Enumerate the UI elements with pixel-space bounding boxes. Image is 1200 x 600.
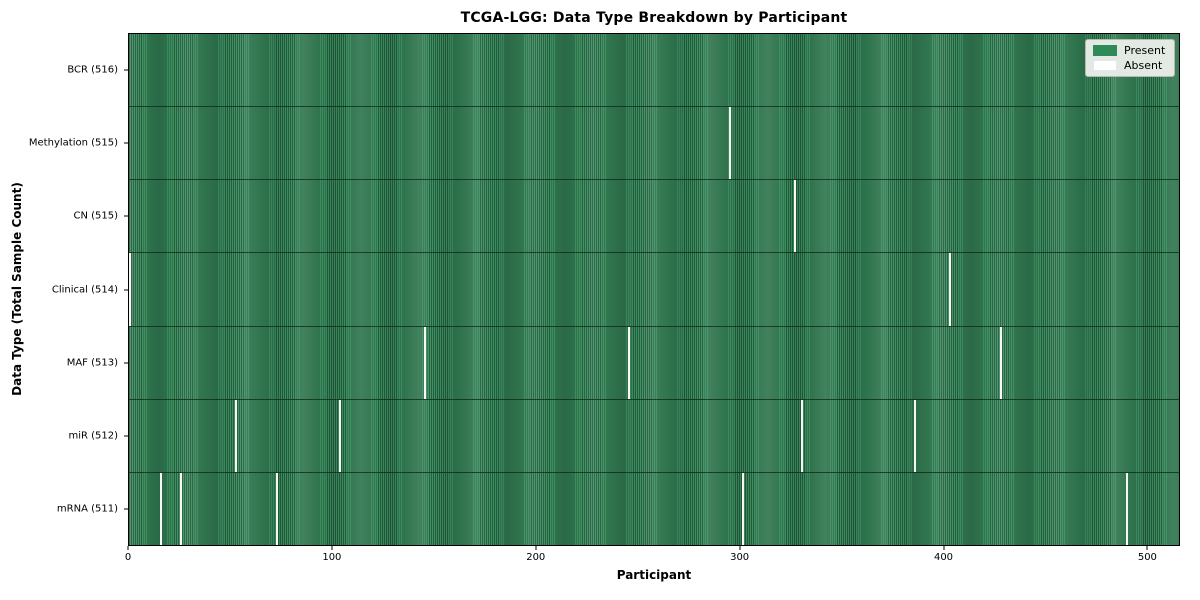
legend-item-present: Present: [1093, 45, 1166, 56]
x-tick-label: 500: [1137, 552, 1157, 563]
heatmap-row-mrna: [129, 472, 1179, 545]
y-tick-label: Clinical (514): [51, 284, 118, 295]
heatmap-row-cn: [129, 180, 1179, 254]
y-tick-mark: [124, 69, 128, 71]
x-tick-mark: [739, 546, 741, 550]
absent-cell: [234, 399, 237, 472]
heatmap-row-mir: [129, 399, 1179, 473]
absent-cell: [794, 180, 797, 253]
y-tick-label: miR (512): [68, 430, 118, 442]
absent-cell: [800, 399, 803, 472]
y-tick-mark: [124, 435, 128, 437]
absent-cell: [741, 472, 744, 545]
x-tick-mark: [331, 546, 333, 550]
absent-cell: [338, 399, 341, 472]
x-tick-mark: [127, 546, 129, 550]
absent-cell: [159, 472, 162, 545]
x-axis-ticks: 0 100 200 300 400 500: [124, 546, 1180, 576]
absent-cell: [999, 326, 1002, 399]
y-tick-label: MAF (513): [66, 357, 118, 369]
x-tick-label: 200: [526, 552, 546, 563]
heatmap-plot-area: [128, 33, 1180, 546]
absent-cell: [729, 107, 732, 180]
heatmap-row-maf: [129, 326, 1179, 400]
y-tick-label: mRNA (511): [56, 503, 118, 515]
absent-swatch-icon: [1093, 60, 1117, 71]
absent-cell: [949, 253, 952, 326]
y-tick-label: Methylation (515): [28, 137, 118, 149]
chart-title: TCGA-LGG: Data Type Breakdown by Partici…: [460, 10, 848, 26]
absent-cell: [914, 399, 917, 472]
y-tick-mark: [124, 362, 128, 364]
y-tick-mark: [124, 215, 128, 217]
x-tick-mark: [1146, 546, 1148, 550]
absent-cell: [275, 472, 278, 545]
x-tick-label: 100: [322, 552, 342, 563]
x-tick-label: 400: [933, 552, 954, 563]
y-tick-mark: [124, 289, 128, 290]
present-swatch-icon: [1093, 45, 1117, 56]
legend-present-label: Present: [1124, 44, 1166, 57]
legend-item-absent: Absent: [1093, 60, 1166, 71]
absent-cell: [179, 472, 182, 545]
y-tick-label: BCR (516): [67, 64, 118, 76]
y-tick-mark: [124, 508, 128, 510]
heatmap-row-clinical: [129, 253, 1179, 327]
y-axis-ticks: BCR (516) Methylation (515) CN (515) Clinic…: [0, 33, 128, 546]
x-tick-mark: [535, 546, 537, 550]
absent-cell: [129, 253, 132, 326]
absent-cell: [1126, 472, 1129, 545]
x-tick-label: 300: [730, 552, 750, 563]
legend-absent-label: Absent: [1124, 59, 1163, 72]
absent-cell: [424, 326, 427, 399]
heatmap-row-methylation: [129, 107, 1179, 181]
legend: Present Absent: [1085, 39, 1175, 77]
y-tick-label: CN (515): [73, 210, 118, 222]
x-axis-label: Participant: [616, 568, 692, 582]
y-tick-mark: [124, 142, 128, 144]
heatmap-row-bcr: [129, 34, 1179, 108]
x-tick-label: 0: [124, 552, 132, 563]
absent-cell: [627, 326, 630, 399]
x-tick-mark: [943, 546, 944, 550]
